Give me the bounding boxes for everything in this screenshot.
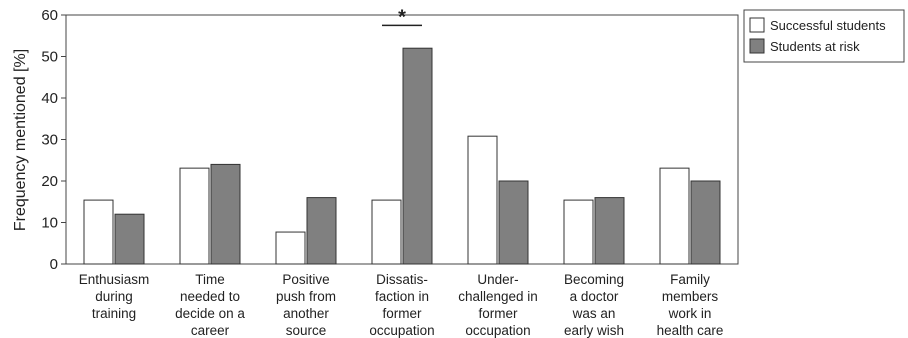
x-category-label-line: Positive	[282, 272, 329, 287]
x-category-label-line: needed to	[180, 289, 240, 304]
y-tick-label: 60	[41, 7, 58, 24]
legend-label: Successful students	[770, 18, 886, 33]
x-category-label-line: source	[286, 323, 327, 338]
bar-successful-students	[659, 167, 690, 265]
x-category-label-line: occupation	[369, 323, 434, 338]
bar-successful-students	[563, 199, 594, 265]
x-category-label: Dissatis-faction in former occupation	[369, 272, 434, 338]
legend-frame	[743, 9, 905, 63]
y-tick-label: 10	[41, 215, 58, 232]
bars	[83, 47, 721, 265]
bar-students-at-risk	[402, 47, 433, 265]
bar-students-at-risk	[594, 197, 625, 265]
x-category-label-line: Family	[670, 272, 710, 287]
x-category-label: Time needed to decide on a career	[175, 272, 245, 338]
legend-label: Students at risk	[770, 39, 860, 54]
significance-star: *	[398, 6, 406, 28]
bar-successful-students	[275, 231, 306, 265]
y-tick-label: 40	[41, 90, 58, 107]
legend: Successful students Students at risk	[743, 9, 905, 63]
x-category-label-line: Becoming	[564, 272, 624, 287]
bar-students-at-risk	[690, 180, 721, 265]
bar-students-at-risk	[114, 213, 145, 265]
y-axis-title-text: Frequency mentioned [%]	[12, 49, 29, 231]
bar-successful-students	[83, 199, 114, 265]
x-category-label: Positive push from another source	[276, 272, 336, 338]
x-category-label-line: occupation	[465, 323, 530, 338]
x-category-label-line: faction in	[375, 289, 429, 304]
bar-students-at-risk	[210, 163, 241, 265]
y-tick-label: 0	[50, 256, 58, 273]
x-category-label: Under-challenged in former occupation	[458, 272, 538, 338]
x-category-label: Enthusiasm during training	[79, 272, 150, 321]
x-axis-labels: Enthusiasm during training Time needed to dec…	[79, 272, 724, 338]
legend-swatch	[749, 17, 765, 33]
x-category-label-line: during	[95, 289, 133, 304]
bar-successful-students	[371, 199, 402, 265]
x-category-label-line: early wish	[564, 323, 624, 338]
legend-swatch	[749, 38, 765, 54]
x-category-label-line: Under-	[477, 272, 518, 287]
annotations: *	[382, 6, 422, 28]
x-category-label-line: was an	[572, 306, 616, 321]
x-category-label-line: health care	[657, 323, 724, 338]
y-tick-label: 50	[41, 49, 58, 66]
x-category-label-line: members	[662, 289, 719, 304]
x-category-label-line: Enthusiasm	[79, 272, 150, 287]
x-category-label-line: former	[478, 306, 518, 321]
plot-area-frame	[65, 14, 739, 265]
y-tick-label: 30	[41, 132, 58, 149]
x-category-label-line: decide on a	[175, 306, 245, 321]
bar-students-at-risk	[498, 180, 529, 265]
bar-successful-students	[179, 167, 210, 265]
x-category-label-line: Time	[195, 272, 225, 287]
x-category-label-line: former	[382, 306, 422, 321]
x-category-label-line: push from	[276, 289, 336, 304]
x-category-label: Becoming a doctor was an early wish	[564, 272, 624, 338]
x-category-label-line: career	[191, 323, 230, 338]
bar-successful-students	[467, 135, 498, 265]
x-category-label-line: challenged in	[458, 289, 538, 304]
x-category-label-line: Dissatis-	[376, 272, 428, 287]
y-tick-label: 20	[41, 173, 58, 190]
x-category-label-line: a doctor	[570, 289, 619, 304]
y-axis-title: Frequency mentioned [%]	[12, 49, 29, 231]
x-category-label-line: another	[283, 306, 329, 321]
x-category-label-line: training	[92, 306, 136, 321]
bar-students-at-risk	[306, 197, 337, 265]
y-axis-ticks: 0 10 20 30 40 50 60	[41, 7, 66, 273]
x-category-label-line: work in	[668, 306, 712, 321]
x-category-label: Family members work in health care	[657, 272, 724, 338]
